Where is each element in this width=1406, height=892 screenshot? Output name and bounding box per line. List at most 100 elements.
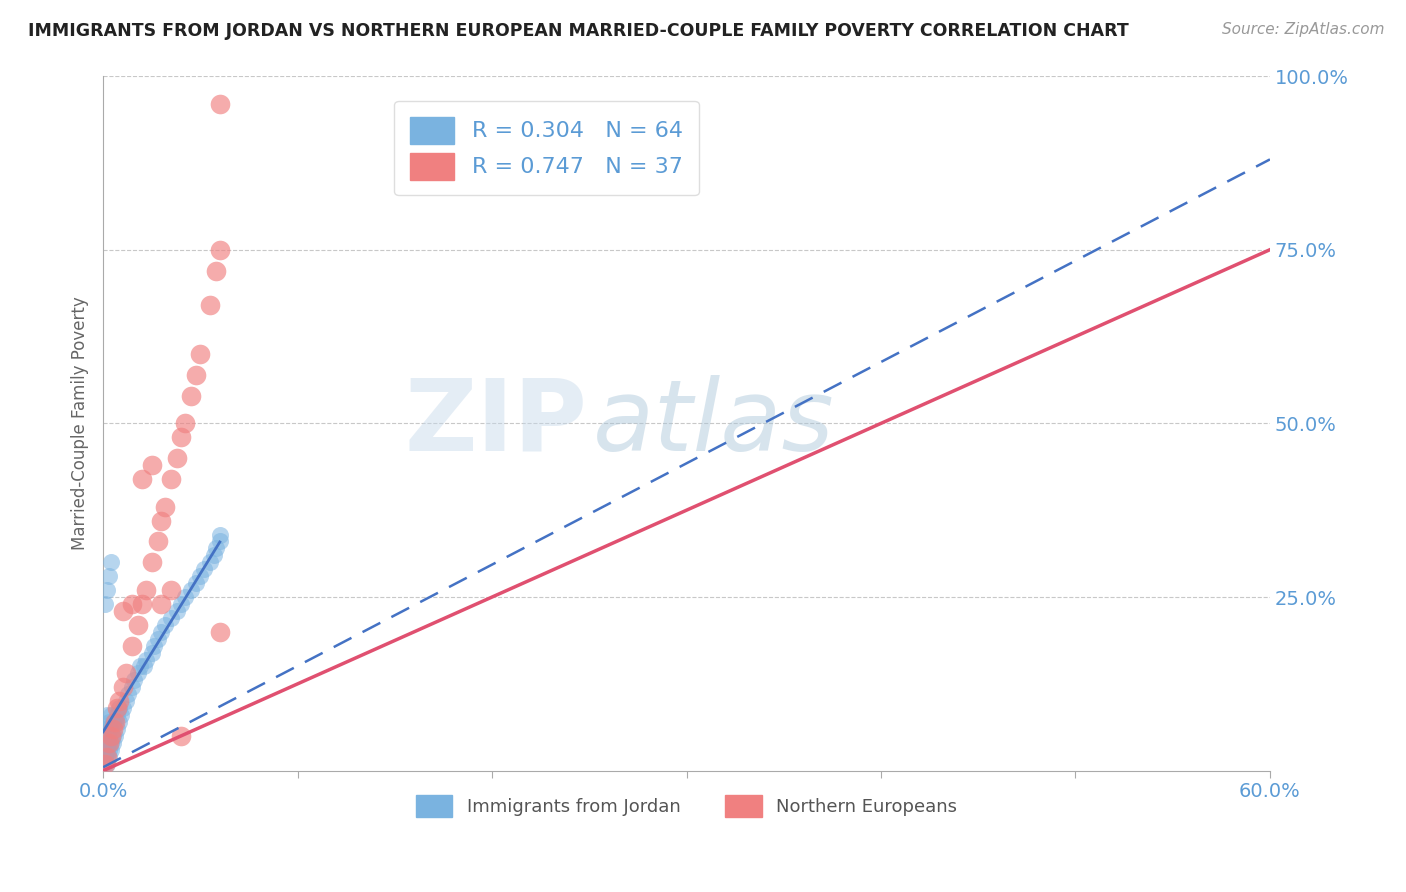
Point	[97, 743, 120, 757]
Point	[105, 701, 128, 715]
Point	[198, 555, 221, 569]
Point	[205, 541, 228, 556]
Point	[101, 729, 124, 743]
Point	[104, 729, 127, 743]
Point	[94, 722, 117, 736]
Point	[150, 597, 173, 611]
Point	[94, 756, 117, 771]
Point	[100, 722, 122, 736]
Point	[96, 722, 118, 736]
Point	[170, 430, 193, 444]
Y-axis label: Married-Couple Family Poverty: Married-Couple Family Poverty	[72, 296, 89, 550]
Point	[170, 597, 193, 611]
Legend: Immigrants from Jordan, Northern Europeans: Immigrants from Jordan, Northern Europea…	[409, 788, 965, 824]
Point	[96, 583, 118, 598]
Point	[131, 597, 153, 611]
Point	[193, 562, 215, 576]
Point	[170, 729, 193, 743]
Point	[121, 597, 143, 611]
Text: Source: ZipAtlas.com: Source: ZipAtlas.com	[1222, 22, 1385, 37]
Point	[100, 743, 122, 757]
Point	[94, 736, 117, 750]
Point	[111, 604, 134, 618]
Point	[96, 736, 118, 750]
Point	[208, 527, 231, 541]
Text: atlas: atlas	[593, 375, 835, 472]
Point	[208, 243, 231, 257]
Point	[173, 417, 195, 431]
Point	[101, 736, 124, 750]
Point	[121, 681, 143, 695]
Point	[205, 263, 228, 277]
Point	[97, 736, 120, 750]
Point	[198, 298, 221, 312]
Point	[96, 749, 118, 764]
Point	[104, 714, 127, 729]
Point	[173, 590, 195, 604]
Text: ZIP: ZIP	[405, 375, 588, 472]
Point	[180, 583, 202, 598]
Point	[94, 743, 117, 757]
Point	[202, 549, 225, 563]
Point	[208, 534, 231, 549]
Point	[127, 617, 149, 632]
Point	[121, 639, 143, 653]
Point	[160, 472, 183, 486]
Point	[105, 722, 128, 736]
Point	[186, 576, 208, 591]
Point	[186, 368, 208, 382]
Point	[129, 659, 152, 673]
Point	[94, 749, 117, 764]
Text: IMMIGRANTS FROM JORDAN VS NORTHERN EUROPEAN MARRIED-COUPLE FAMILY POVERTY CORREL: IMMIGRANTS FROM JORDAN VS NORTHERN EUROP…	[28, 22, 1129, 40]
Point	[160, 583, 183, 598]
Point	[97, 736, 120, 750]
Point	[155, 500, 177, 514]
Point	[132, 659, 155, 673]
Point	[180, 388, 202, 402]
Point	[135, 583, 157, 598]
Point	[96, 729, 118, 743]
Point	[101, 714, 124, 729]
Point	[208, 96, 231, 111]
Point	[107, 701, 129, 715]
Point	[100, 708, 122, 723]
Point	[111, 681, 134, 695]
Point	[94, 743, 117, 757]
Point	[146, 632, 169, 646]
Point	[115, 666, 138, 681]
Point	[111, 701, 134, 715]
Point	[96, 756, 118, 771]
Point	[117, 687, 139, 701]
Point	[190, 569, 212, 583]
Point	[208, 624, 231, 639]
Point	[150, 624, 173, 639]
Point	[166, 604, 188, 618]
Point	[100, 555, 122, 569]
Point	[97, 569, 120, 583]
Point	[190, 347, 212, 361]
Point	[96, 743, 118, 757]
Point	[166, 451, 188, 466]
Point	[141, 555, 163, 569]
Point	[150, 514, 173, 528]
Point	[94, 597, 117, 611]
Point	[97, 729, 120, 743]
Point	[97, 714, 120, 729]
Point	[96, 749, 118, 764]
Point	[94, 729, 117, 743]
Point	[94, 749, 117, 764]
Point	[107, 694, 129, 708]
Point	[94, 756, 117, 771]
Point	[131, 472, 153, 486]
Point	[100, 729, 122, 743]
Point	[135, 652, 157, 666]
Point	[100, 736, 122, 750]
Point	[101, 722, 124, 736]
Point	[122, 673, 145, 688]
Point	[110, 708, 132, 723]
Point	[160, 611, 183, 625]
Point	[96, 708, 118, 723]
Point	[141, 458, 163, 472]
Point	[115, 694, 138, 708]
Point	[141, 646, 163, 660]
